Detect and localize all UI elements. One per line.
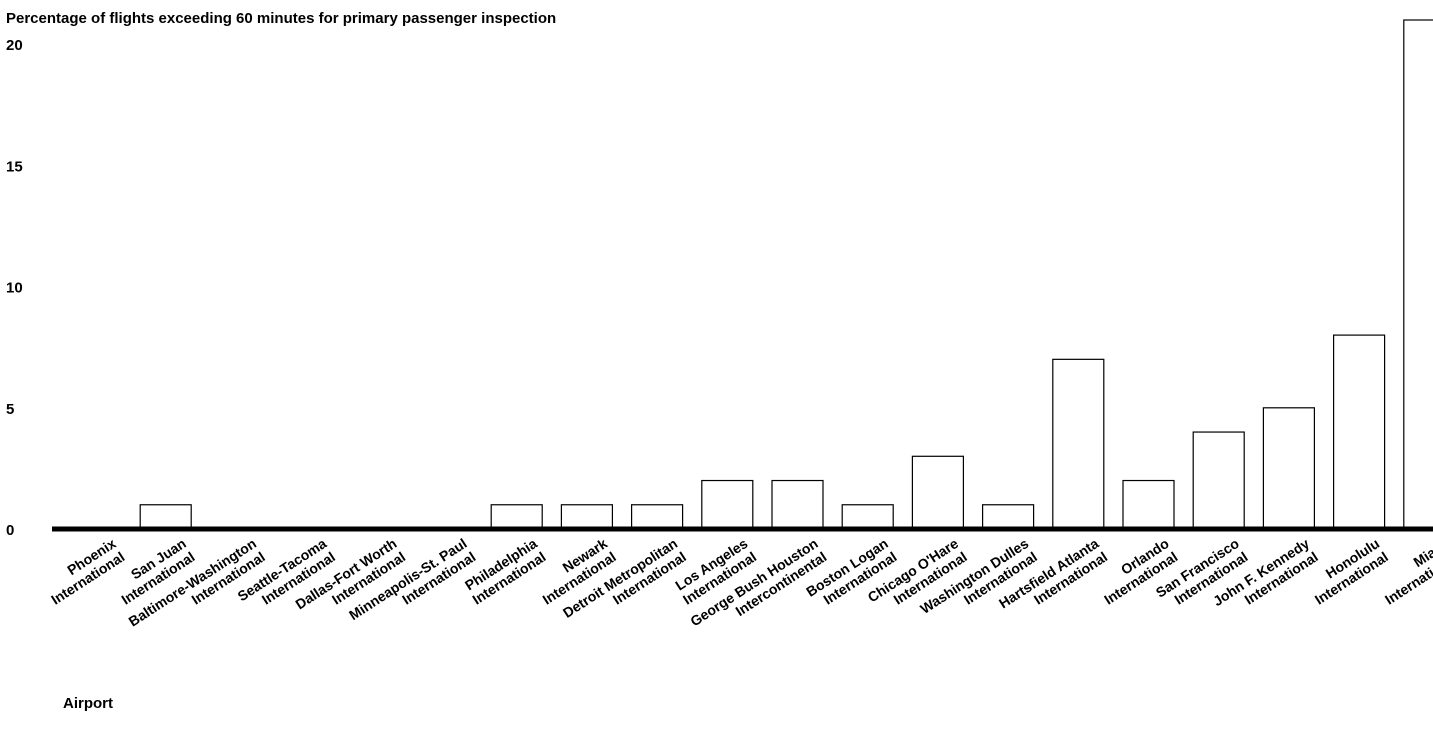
bar	[771, 479, 824, 530]
bar	[981, 504, 1035, 530]
bar	[630, 504, 684, 530]
bar	[1403, 19, 1433, 530]
bar	[1332, 334, 1386, 530]
y-tick-label: 15	[6, 158, 23, 175]
bars	[139, 19, 1433, 530]
bar	[1052, 358, 1105, 530]
bar	[139, 504, 192, 530]
bar	[1192, 431, 1245, 530]
bar	[490, 504, 543, 530]
bar	[1262, 407, 1316, 530]
chart-title: Percentage of flights exceeding 60 minut…	[6, 10, 556, 27]
bar	[701, 479, 754, 530]
y-axis: 0 5 10 15 20	[6, 37, 23, 539]
y-tick-label: 5	[6, 401, 14, 418]
bar	[841, 504, 894, 530]
y-tick-label: 0	[6, 522, 14, 539]
bar	[911, 455, 965, 530]
bar	[1122, 479, 1175, 530]
bar	[560, 504, 614, 530]
x-axis-label: Airport	[63, 695, 113, 712]
y-tick-label: 20	[6, 37, 23, 54]
y-tick-label: 10	[6, 280, 23, 297]
